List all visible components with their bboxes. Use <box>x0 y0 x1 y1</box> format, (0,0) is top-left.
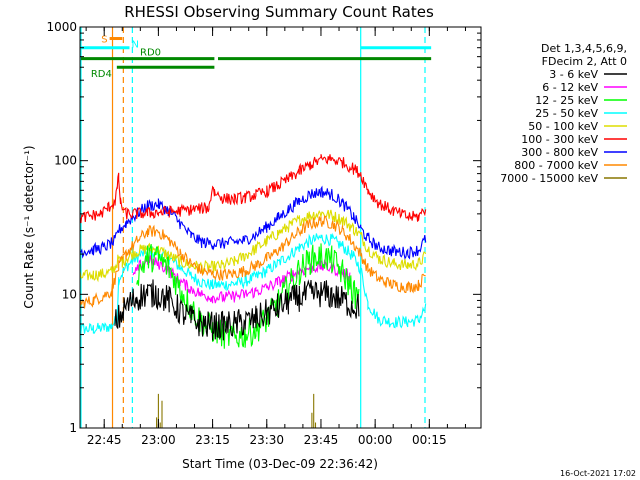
y-tick-label: 100 <box>54 154 77 168</box>
series-800-7000-kev-line <box>79 215 426 309</box>
legend-label-50-100-kev: 50 - 100 keV <box>528 120 598 133</box>
series-3-6-kev-line <box>114 279 360 341</box>
timestamp-label: 16-Oct-2021 17:02 <box>560 469 636 478</box>
series-100-300-kev-line <box>79 154 427 224</box>
y-axis-label: Count Rate (s⁻¹ detector⁻¹) <box>22 145 36 308</box>
state-bar-label-s: S <box>101 35 107 46</box>
x-axis-label: Start Time (03-Dec-09 22:36:42) <box>182 457 378 471</box>
x-tick-label: 00:15 <box>412 433 447 447</box>
legend-label-100-300-kev: 100 - 300 keV <box>521 133 598 146</box>
x-tick-label: 23:45 <box>304 433 339 447</box>
y-tick-label: 1000 <box>46 20 77 34</box>
y-tick-label: 1 <box>69 421 77 435</box>
legend-header: FDecim 2, Att 0 <box>542 55 627 68</box>
legend-label-300-800-kev: 300 - 800 keV <box>521 146 598 159</box>
x-tick-label: 23:00 <box>141 433 176 447</box>
series-7000-15000-kev-line <box>156 393 317 428</box>
x-tick-label: 23:15 <box>195 433 230 447</box>
series-12-25-kev-line <box>136 243 360 349</box>
legend-label-25-50-kev: 25 - 50 keV <box>535 107 598 120</box>
legend-header: Det 1,3,4,5,6,9, <box>541 42 627 55</box>
state-bar-label-n: N <box>131 40 138 51</box>
axis-ticks: 1 10 100 1000 22:45 23:00 23:15 23:30 23:45 00:00… <box>46 20 481 447</box>
state-bar-label-rd4: RD4 <box>91 69 112 80</box>
legend-label-3-6-kev: 3 - 6 keV <box>549 68 598 81</box>
plot-frame <box>79 26 482 429</box>
y-tick-label: 10 <box>62 287 77 301</box>
time-markers <box>80 27 426 428</box>
x-tick-label: 22:45 <box>87 433 122 447</box>
legend-label-7000-15000-kev: 7000 - 15000 keV <box>500 172 598 185</box>
legend-label-12-25-kev: 12 - 25 keV <box>535 94 598 107</box>
legend: Det 1,3,4,5,6,9,FDecim 2, Att 03 - 6 keV… <box>500 42 627 185</box>
series-300-800-kev-line <box>80 185 427 260</box>
series-group <box>79 154 427 428</box>
legend-label-6-12-kev: 6 - 12 keV <box>542 81 598 94</box>
series-50-100-kev-line <box>79 209 427 283</box>
x-tick-label: 23:30 <box>249 433 284 447</box>
legend-label-800-7000-kev: 800 - 7000 keV <box>514 159 598 172</box>
series-25-50-kev-line <box>79 232 427 334</box>
chart-title: RHESSI Observing Summary Count Rates <box>124 3 434 21</box>
state-bar-label-rd0: RD0 <box>140 48 161 59</box>
x-tick-label: 00:00 <box>358 433 393 447</box>
